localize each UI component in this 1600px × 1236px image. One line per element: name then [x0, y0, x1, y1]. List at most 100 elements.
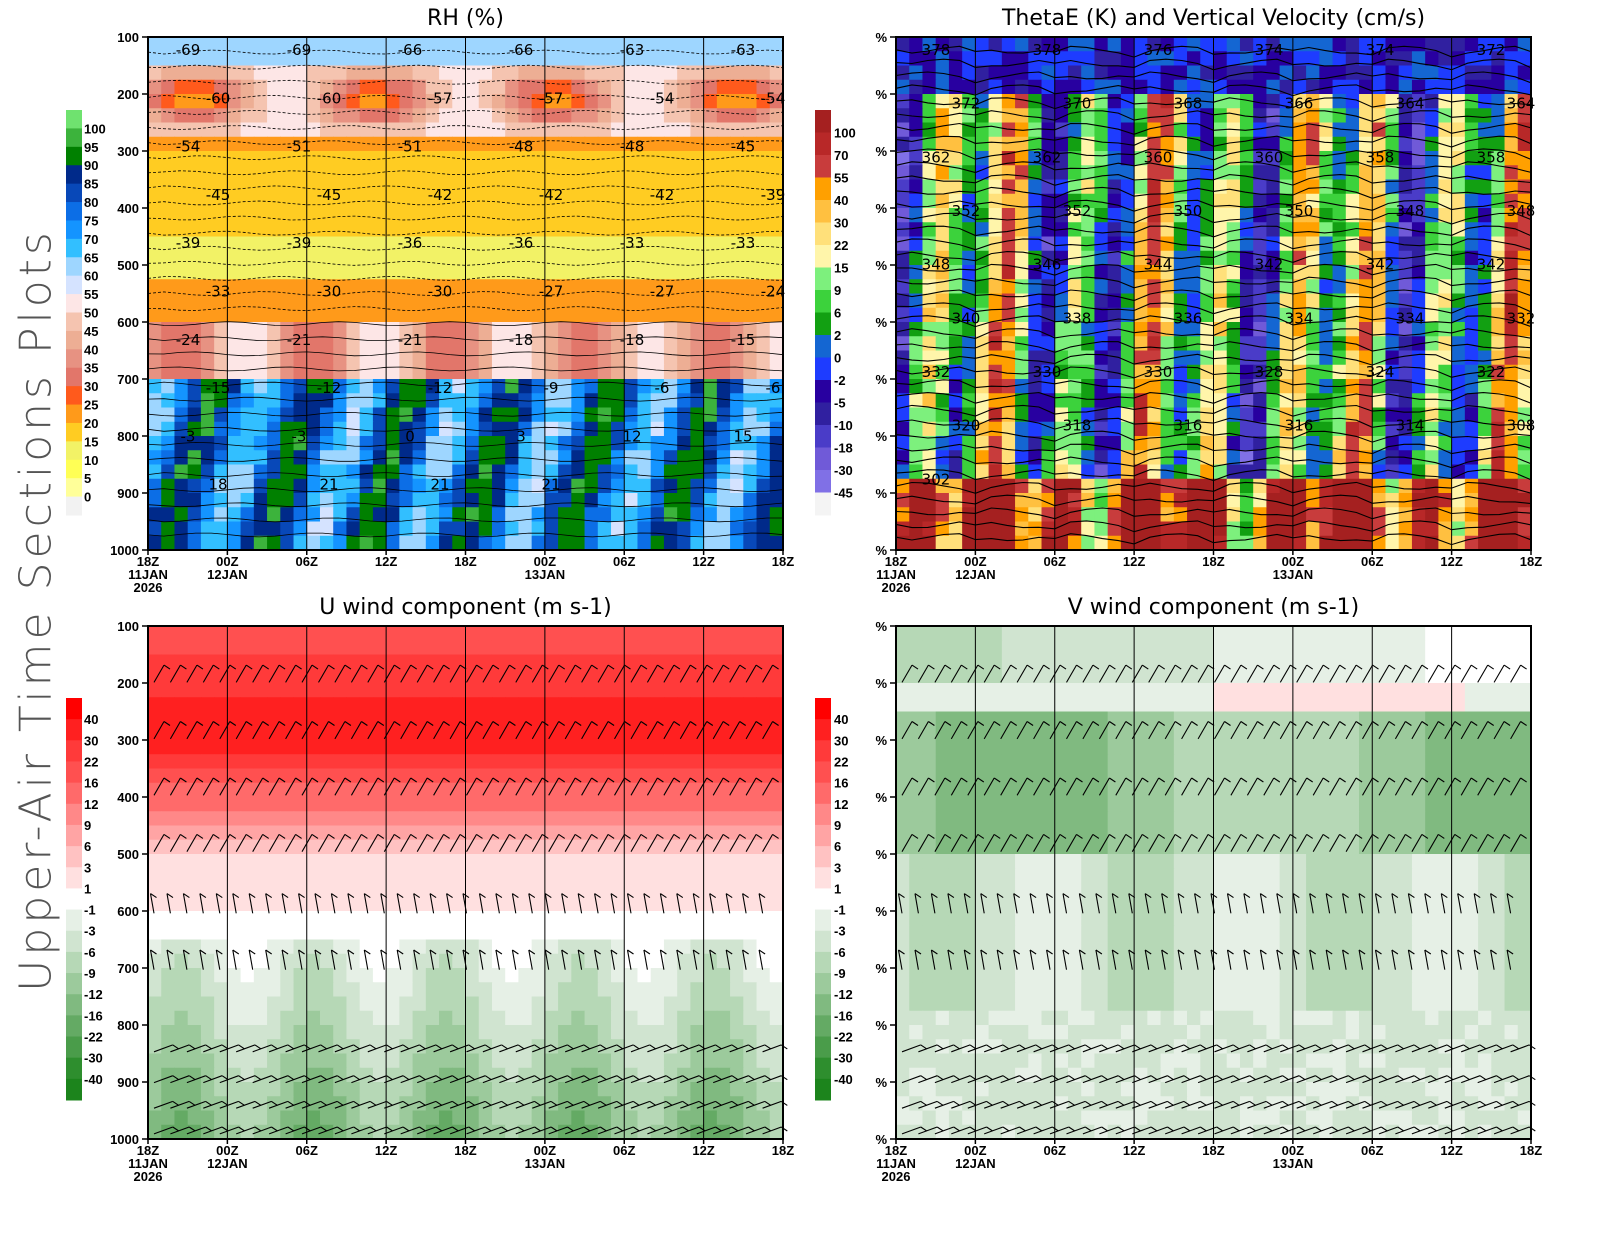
heatmap-cell	[584, 37, 599, 52]
heatmap-cell	[571, 668, 586, 684]
heatmap-cell	[174, 640, 189, 656]
heatmap-cell	[227, 136, 242, 152]
heatmap-cell	[637, 336, 652, 352]
heatmap-cell	[1425, 51, 1439, 67]
heatmap-cell	[187, 911, 202, 926]
heatmap-cell	[1438, 37, 1453, 52]
colorbar-label: -5	[834, 396, 846, 411]
heatmap-cell	[333, 683, 348, 698]
heatmap-cell	[187, 811, 202, 827]
heatmap-cell	[597, 825, 612, 841]
heatmap-cell	[1147, 322, 1162, 337]
heatmap-cell	[584, 222, 599, 238]
heatmap-cell	[372, 668, 387, 684]
heatmap-cell	[624, 350, 639, 366]
heatmap-cell	[333, 379, 348, 394]
heatmap-cell	[412, 478, 427, 494]
heatmap-cell	[597, 925, 612, 941]
heatmap-cell	[319, 697, 334, 713]
heatmap-cell	[558, 740, 572, 755]
heatmap-cell	[1001, 279, 1016, 295]
heatmap-cell	[1411, 37, 1426, 52]
heatmap-cell	[359, 464, 374, 480]
heatmap-cell	[306, 911, 321, 926]
heatmap-cell	[240, 279, 255, 295]
heatmap-cell	[716, 683, 731, 698]
colorbar-swatch	[66, 202, 82, 221]
contour-label: -18	[509, 331, 534, 349]
heatmap-cell	[333, 51, 348, 67]
heatmap-cell	[1239, 208, 1254, 223]
heatmap-cell	[1319, 65, 1334, 81]
heatmap-cell	[1478, 222, 1492, 238]
heatmap-cell	[465, 236, 480, 252]
heatmap-cell	[1094, 65, 1109, 81]
heatmap-cell	[412, 911, 427, 926]
heatmap-cell	[1253, 122, 1268, 138]
heatmap-cell	[1478, 94, 1492, 109]
heatmap-cell	[1147, 379, 1162, 394]
heatmap-cell	[1372, 478, 1387, 494]
heatmap-cell	[1411, 151, 1426, 166]
heatmap-cell	[1041, 450, 1056, 466]
heatmap-cell	[1041, 507, 1056, 523]
contour-label: -45	[317, 186, 342, 204]
heatmap-cell	[558, 379, 572, 394]
heatmap-cell	[896, 236, 910, 252]
heatmap-cell	[558, 250, 572, 266]
heatmap-cell	[1200, 407, 1215, 423]
heatmap-cell	[465, 683, 480, 698]
heatmap-cell	[650, 654, 665, 670]
heatmap-cell	[386, 825, 400, 841]
heatmap-cell	[1120, 464, 1135, 480]
heatmap-cell	[267, 683, 281, 698]
heatmap-cell	[1319, 521, 1334, 537]
heatmap-cell	[491, 307, 506, 323]
heatmap-cell	[743, 839, 758, 855]
heatmap-cell	[1306, 364, 1320, 380]
heatmap-cell	[1491, 151, 1506, 166]
heatmap-cell	[531, 122, 546, 138]
heatmap-cell	[584, 165, 599, 181]
heatmap-cell	[571, 478, 586, 494]
heatmap-cell	[491, 953, 506, 969]
heatmap-cell	[518, 478, 533, 494]
heatmap-cell	[1094, 364, 1109, 380]
heatmap-cell	[253, 222, 268, 238]
heatmap-cell	[1385, 165, 1400, 181]
heatmap-cell	[187, 65, 202, 81]
heatmap-cell	[293, 811, 308, 827]
heatmap-cell	[187, 626, 202, 641]
heatmap-cell	[372, 151, 387, 166]
heatmap-cell	[1094, 122, 1109, 138]
heatmap-cell	[1200, 108, 1215, 124]
heatmap-cell	[1173, 436, 1188, 451]
heatmap-cell	[412, 151, 427, 166]
heatmap-cell	[677, 122, 691, 138]
heatmap-cell	[988, 535, 1003, 551]
heatmap-cell	[624, 151, 639, 166]
heatmap-cell	[663, 450, 678, 466]
heatmap-cell	[1491, 407, 1506, 423]
heatmap-cell	[637, 136, 652, 152]
heatmap-cell	[1517, 208, 1532, 223]
heatmap-cell	[1200, 250, 1215, 266]
heatmap-cell	[624, 322, 639, 337]
heatmap-cell	[200, 896, 215, 912]
heatmap-cell	[1425, 65, 1439, 81]
heatmap-cell	[174, 825, 189, 841]
heatmap-cell	[439, 450, 453, 466]
heatmap-cell	[584, 350, 599, 366]
heatmap-cell	[1385, 65, 1400, 81]
heatmap-cell	[558, 668, 572, 684]
heatmap-cell	[1147, 407, 1162, 423]
heatmap-cell	[399, 65, 414, 81]
heatmap-cell	[544, 768, 559, 784]
heatmap-cell	[505, 307, 520, 323]
heatmap-cell	[1200, 208, 1215, 223]
heatmap-cell	[935, 136, 950, 152]
heatmap-cell	[1187, 122, 1201, 138]
heatmap-cell	[491, 393, 506, 409]
heatmap-cell	[1054, 293, 1069, 309]
